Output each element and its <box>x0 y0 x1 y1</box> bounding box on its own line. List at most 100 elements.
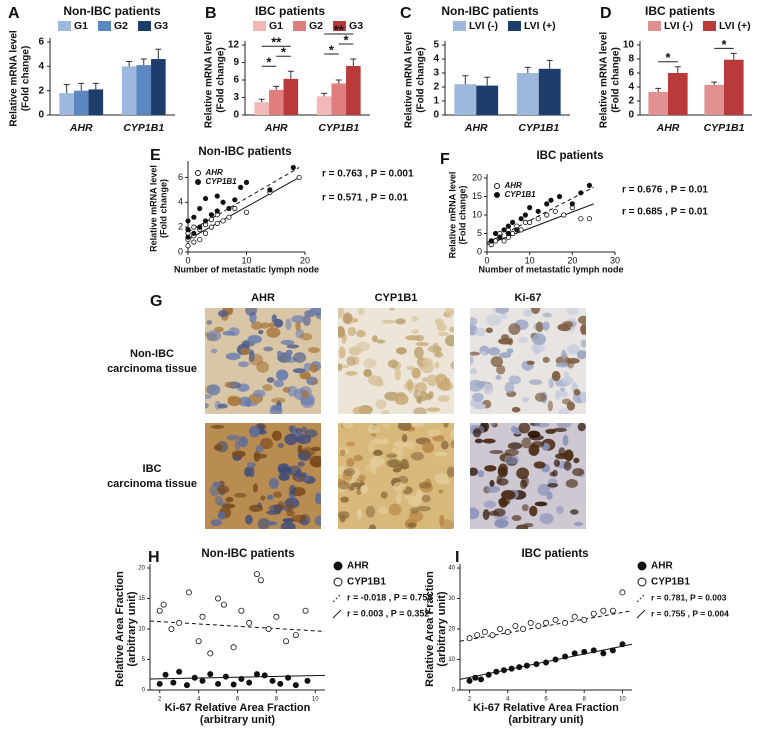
cell <box>580 391 586 404</box>
cell <box>528 379 543 385</box>
scatter-point <box>243 179 250 185</box>
scatter-point <box>232 197 238 203</box>
cell <box>222 503 236 509</box>
cell <box>474 327 486 337</box>
cell <box>209 484 220 497</box>
cell <box>300 471 307 478</box>
error-bar <box>140 58 147 66</box>
scatter-point <box>207 650 214 657</box>
micrograph <box>205 308 321 414</box>
cell <box>404 440 416 450</box>
panel-letter: E <box>150 147 161 164</box>
cell <box>553 427 567 433</box>
y-axis-label: Relative mRNA level <box>447 172 457 259</box>
cell <box>580 339 586 348</box>
bar <box>151 59 166 115</box>
cell <box>561 375 574 386</box>
bar <box>283 78 299 115</box>
legend-swatch <box>253 21 266 31</box>
error-bar <box>730 52 737 60</box>
scatter-point <box>183 682 190 689</box>
y-axis-label: Relative Area Fraction <box>114 571 126 687</box>
scatter-point <box>238 184 244 190</box>
legend-label: G1 <box>269 20 283 32</box>
cell <box>278 473 290 481</box>
cell <box>391 446 405 453</box>
legend-label: LVI (+) <box>524 20 556 32</box>
cell <box>360 484 369 494</box>
cell <box>348 486 355 491</box>
fit-line <box>187 176 300 241</box>
scatter-point <box>230 644 237 651</box>
error-bar <box>484 76 491 86</box>
cell <box>580 323 586 335</box>
scatter-point <box>168 626 175 633</box>
legend-swatch <box>507 21 521 31</box>
cell <box>393 440 409 448</box>
cell <box>450 361 454 370</box>
y-tick-label: 2 <box>178 222 183 232</box>
panel-letter: B <box>205 5 217 22</box>
cell <box>472 428 482 438</box>
legend-marker <box>333 561 343 571</box>
cell <box>285 318 292 331</box>
cell <box>271 430 282 441</box>
scatter-point <box>214 220 220 227</box>
cell <box>566 357 580 364</box>
scatter-point <box>522 219 529 225</box>
cell <box>477 470 484 478</box>
cell <box>565 321 573 328</box>
cell <box>501 490 516 500</box>
cell <box>563 460 572 471</box>
cell <box>508 323 521 335</box>
cell <box>297 461 305 467</box>
cell <box>483 500 497 509</box>
cell <box>260 322 270 329</box>
cell <box>210 424 225 429</box>
bar <box>454 84 477 115</box>
cell <box>245 514 253 525</box>
legend-marker <box>195 179 201 185</box>
cell <box>422 442 435 453</box>
cell <box>309 455 321 468</box>
legend-label: G1 <box>74 20 88 32</box>
cell <box>395 347 407 355</box>
scatter-point <box>246 679 253 686</box>
cell <box>285 349 293 357</box>
bar <box>476 85 499 115</box>
cell <box>342 423 354 429</box>
cell <box>265 510 281 515</box>
cell <box>480 351 487 356</box>
significance-label: * <box>266 55 272 70</box>
cell <box>496 365 506 375</box>
legend-label: G3 <box>349 20 363 32</box>
scatter-point <box>509 230 516 237</box>
cell <box>546 491 553 500</box>
scatter-point <box>571 613 578 620</box>
cell <box>280 339 295 346</box>
panel-letter: H <box>148 549 160 566</box>
error-bar <box>321 92 328 97</box>
y-axis-label: (Fold change) <box>611 47 622 113</box>
cell <box>521 504 529 512</box>
cell <box>368 524 377 529</box>
legend-marker <box>637 577 647 587</box>
cell <box>570 509 579 515</box>
cell <box>282 517 295 523</box>
scatter-point <box>562 653 569 660</box>
cell <box>377 506 390 514</box>
cell <box>381 410 390 414</box>
fit-label: r = 0.763 , P = 0.001 <box>322 169 414 180</box>
cell <box>356 341 371 352</box>
scatter-point <box>569 201 575 207</box>
cell <box>529 434 544 441</box>
cell <box>213 444 223 451</box>
x-tick-label: 4 <box>506 697 510 703</box>
x-tick-label: CYP1B1 <box>318 122 359 134</box>
x-tick-label: 10 <box>525 255 535 265</box>
cell <box>309 363 318 373</box>
legend-swatch <box>453 21 466 31</box>
cell <box>533 344 541 355</box>
bar <box>346 66 361 115</box>
scatter-point <box>292 682 299 689</box>
